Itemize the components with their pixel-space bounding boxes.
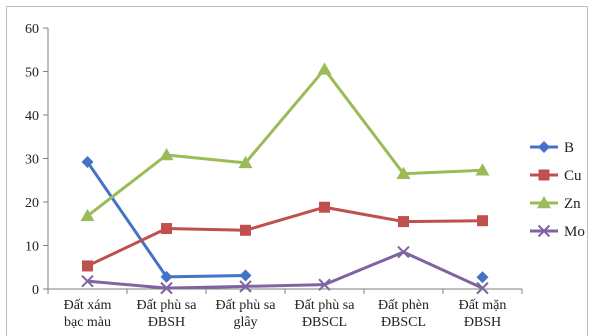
data-point-cu — [477, 215, 488, 227]
series-line-zn — [86, 67, 483, 218]
chart-frame — [6, 6, 588, 336]
data-point-cu — [319, 201, 330, 213]
series-line-mo — [87, 250, 484, 290]
data-point-cu — [161, 223, 172, 235]
legend: B Cu Zn Mo — [530, 140, 585, 240]
y-tick-label: 50 — [25, 66, 39, 81]
series-line-b — [86, 161, 246, 279]
x-category-label: Đất phù sa — [137, 298, 198, 313]
data-point-zn — [317, 62, 332, 75]
y-tick-label: 0 — [32, 283, 39, 298]
legend-marker-b — [538, 141, 550, 153]
data-point-mo — [397, 245, 410, 259]
x-category-label: Đất phèn — [378, 298, 429, 313]
y-tick-label: 60 — [25, 22, 39, 37]
data-point-mo — [476, 281, 489, 295]
data-point-zn — [80, 208, 95, 222]
data-point-zn — [396, 166, 411, 179]
x-category-label: Đất phù sa — [216, 298, 277, 313]
data-point-b — [476, 271, 489, 284]
data-point-zn — [159, 148, 174, 161]
series-layer — [80, 62, 490, 295]
x-category-label: glây — [233, 315, 257, 330]
data-point-b — [160, 270, 173, 283]
x-category-label: Đất xám — [64, 298, 112, 313]
x-category-label: bạc màu — [64, 315, 111, 330]
x-category-label: Đất phù sa — [295, 298, 356, 313]
data-point-b — [239, 269, 252, 282]
y-tick-label: 30 — [25, 153, 39, 168]
x-category-label: ĐBSCL — [381, 315, 426, 330]
data-point-cu — [398, 216, 409, 228]
legend-marker-cu — [538, 169, 550, 181]
axes: 0 10 20 30 40 50 60 Đất xám bạc màu Đất phù sa ĐBS… — [25, 22, 523, 330]
x-category-label: Đất mặn — [459, 298, 507, 313]
data-point-zn — [475, 163, 490, 176]
series-line-cu — [86, 205, 483, 268]
x-category-label: ĐBSH — [464, 315, 501, 330]
data-point-b — [81, 155, 94, 168]
x-category-label: ĐBSCL — [302, 315, 347, 330]
data-point-mo — [81, 274, 94, 288]
y-tick-label: 10 — [25, 240, 39, 255]
data-point-mo — [239, 280, 252, 293]
data-point-mo — [318, 278, 331, 291]
data-point-zn — [238, 155, 253, 169]
legend-label-zn: Zn — [564, 196, 581, 212]
legend-label-cu: Cu — [564, 168, 582, 184]
data-point-mo — [160, 281, 173, 295]
x-category-label: ĐBSH — [148, 315, 185, 330]
legend-label-mo: Mo — [564, 224, 585, 240]
y-tick-label: 40 — [25, 109, 39, 124]
data-point-cu — [240, 224, 251, 236]
data-point-cu — [82, 260, 93, 272]
legend-marker-mo — [537, 224, 551, 238]
y-tick-label: 20 — [25, 196, 39, 211]
legend-label-b: B — [564, 140, 574, 156]
legend-marker-zn — [537, 196, 551, 209]
